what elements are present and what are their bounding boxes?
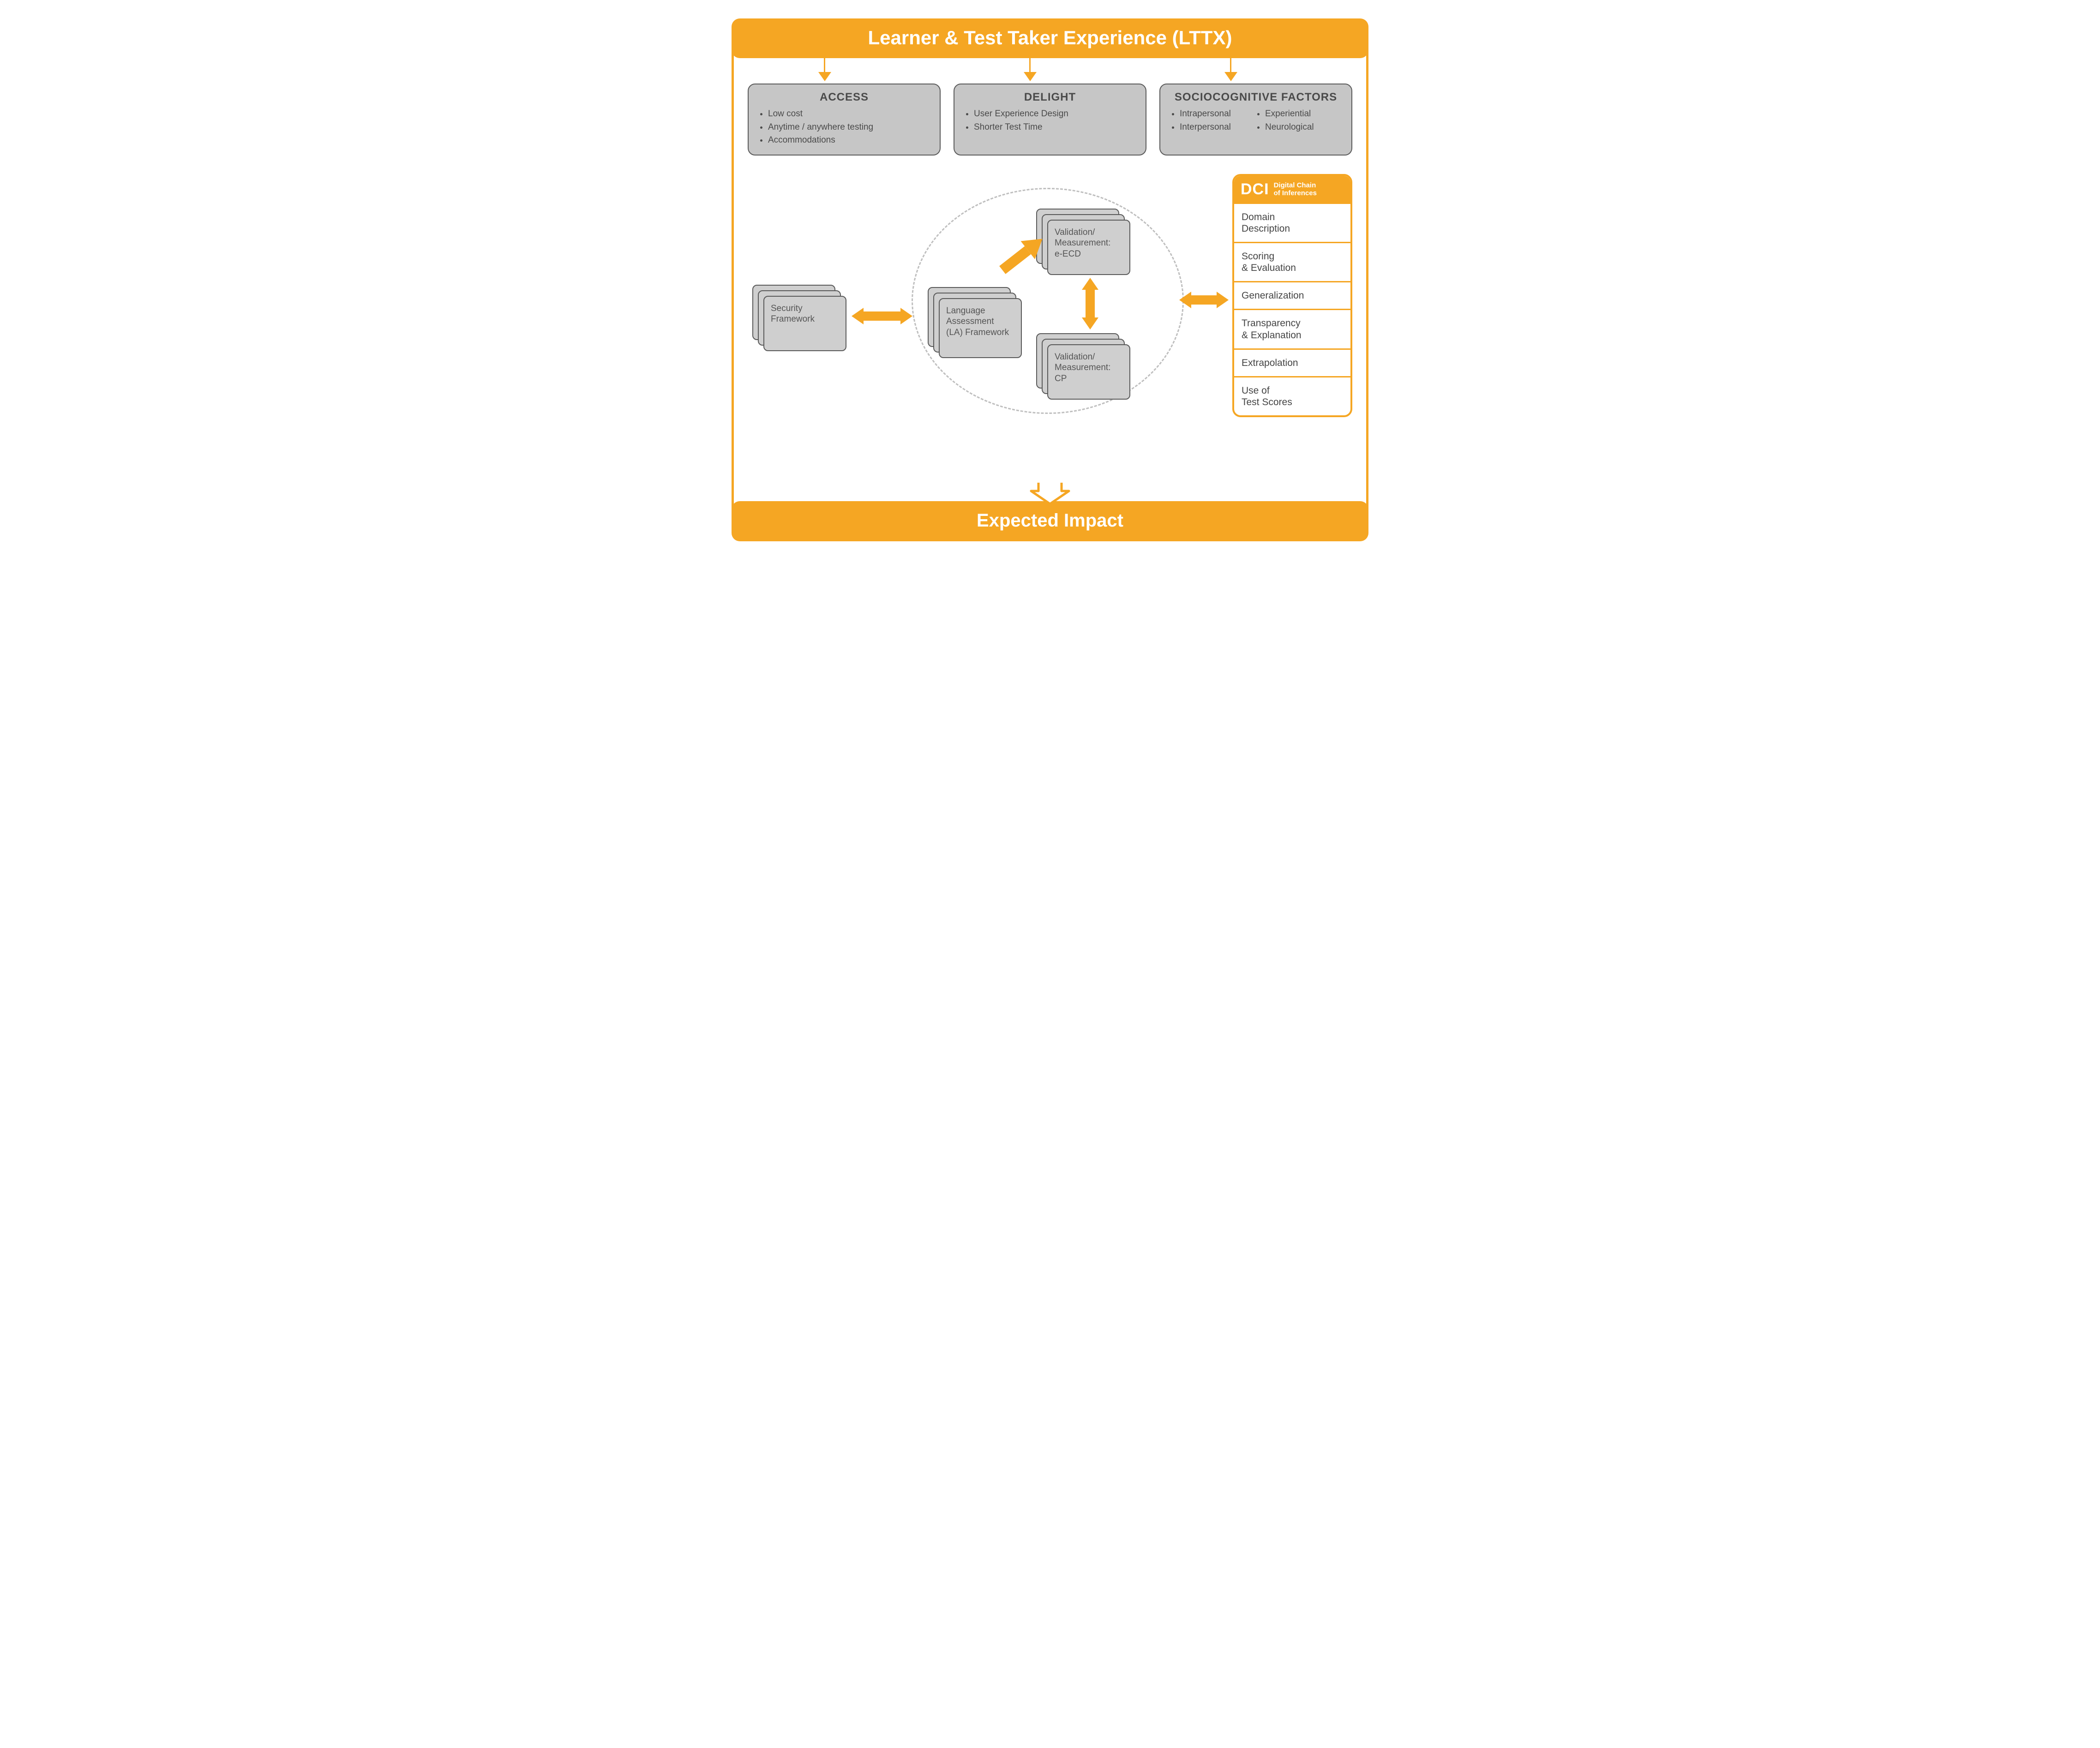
- footer-title: Expected Impact: [977, 510, 1123, 531]
- dci-item-4: Extrapolation: [1234, 348, 1350, 376]
- dci-item-0: DomainDescription: [1234, 204, 1350, 242]
- stack-card-label: Validation/Measurement:CP: [1047, 344, 1130, 400]
- top-row: ACCESS Low costAnytime / anywhere testing…: [748, 84, 1352, 156]
- dci-panel: DCI Digital Chainof Inferences DomainDes…: [1232, 174, 1352, 418]
- stack-card-label: LanguageAssessment(LA) Framework: [939, 298, 1022, 358]
- down-arrow-head-icon: [818, 72, 831, 81]
- down-arrow-head-icon: [1024, 72, 1037, 81]
- diagram-frame: Learner & Test Taker Experience (LTTX) A…: [732, 18, 1368, 541]
- header-title: Learner & Test Taker Experience (LTTX): [868, 27, 1232, 48]
- stack-card-label: Validation/Measurement:e-ECD: [1047, 220, 1130, 275]
- double-arrow-h-2: [1179, 292, 1229, 308]
- top-box-2: SOCIOCOGNITIVE FACTORS IntrapersonalInter…: [1159, 84, 1352, 156]
- dci-header: DCI Digital Chainof Inferences: [1234, 176, 1350, 204]
- dci-abbrev: DCI: [1241, 180, 1269, 198]
- dci-item-1: Scoring& Evaluation: [1234, 242, 1350, 281]
- top-box-item: Low cost: [768, 108, 930, 121]
- down-arrow-stem: [1230, 58, 1231, 73]
- dci-item-3: Transparency& Explanation: [1234, 309, 1350, 348]
- dci-item-5: Use ofTest Scores: [1234, 376, 1350, 415]
- content-area: ACCESS Low costAnytime / anywhere testing…: [734, 58, 1366, 501]
- header-bar: Learner & Test Taker Experience (LTTX): [732, 18, 1368, 58]
- down-arrow-stem: [1029, 58, 1031, 73]
- dci-subtitle: Digital Chainof Inferences: [1274, 181, 1317, 198]
- top-box-title: ACCESS: [759, 91, 930, 104]
- down-arrow-head-icon: [1224, 72, 1237, 81]
- mid-canvas: SecurityFramework LanguageAssessment(LA) …: [748, 174, 1352, 432]
- top-box-item: Intrapersonal: [1180, 108, 1256, 121]
- top-box-title: SOCIOCOGNITIVE FACTORS: [1170, 91, 1341, 104]
- double-arrow-h-1: [852, 308, 912, 324]
- top-box-item: Neurological: [1265, 121, 1341, 134]
- top-box-item: Anytime / anywhere testing: [768, 121, 930, 134]
- top-box-item: Shorter Test Time: [974, 121, 1135, 134]
- top-box-item: Experiential: [1265, 108, 1341, 121]
- stack-card-label: SecurityFramework: [763, 296, 846, 351]
- top-box-title: DELIGHT: [965, 91, 1135, 104]
- double-arrow-v: [1082, 278, 1098, 329]
- down-arrow-stem: [824, 58, 825, 73]
- top-box-item: Accommodations: [768, 134, 930, 147]
- top-box-item: User Experience Design: [974, 108, 1135, 121]
- dci-item-2: Generalization: [1234, 281, 1350, 309]
- top-box-item: Interpersonal: [1180, 121, 1256, 134]
- footer-bar: Expected Impact: [732, 501, 1368, 541]
- top-box-0: ACCESS Low costAnytime / anywhere testing…: [748, 84, 941, 156]
- top-box-1: DELIGHT User Experience DesignShorter Tes…: [954, 84, 1146, 156]
- outline-down-arrow-icon: [1029, 482, 1071, 509]
